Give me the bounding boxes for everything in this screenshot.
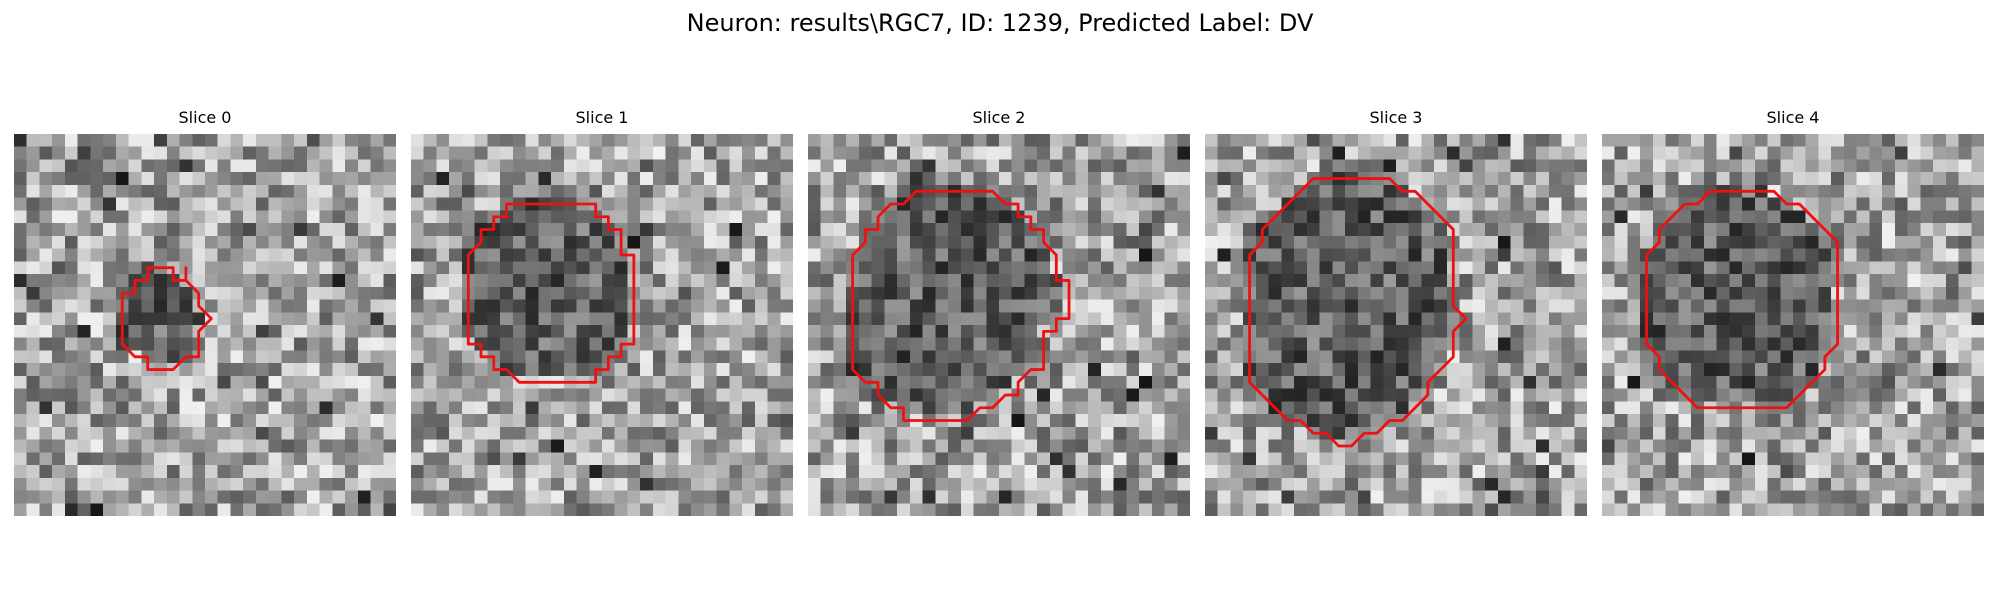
slice-image-0 [14, 134, 396, 516]
slice-panel-3: Slice 3 [1205, 108, 1587, 516]
contour-outline-4 [1645, 189, 1839, 410]
slice-panel-0: Slice 0 [14, 108, 396, 516]
slice-title-4: Slice 4 [1766, 108, 1820, 127]
slice-title-0: Slice 0 [178, 108, 232, 127]
slice-image-3 [1205, 134, 1587, 516]
slice-image-4 [1602, 134, 1984, 516]
slice-title-2: Slice 2 [972, 108, 1026, 127]
slice-image-2 [808, 134, 1190, 516]
slice-panel-1: Slice 1 [411, 108, 793, 516]
figure-title: Neuron: results\RGC7, ID: 1239, Predicte… [686, 9, 1314, 37]
slice-panel-4: Slice 4 [1602, 108, 1984, 516]
slice-title-1: Slice 1 [575, 108, 629, 127]
contour-outline-3 [1248, 177, 1468, 448]
contour-outline-0 [120, 266, 213, 371]
contour-outline-1 [466, 202, 636, 384]
contour-outline-2 [851, 189, 1071, 422]
slice-panel-2: Slice 2 [808, 108, 1190, 516]
slice-image-1 [411, 134, 793, 516]
slice-title-3: Slice 3 [1369, 108, 1423, 127]
